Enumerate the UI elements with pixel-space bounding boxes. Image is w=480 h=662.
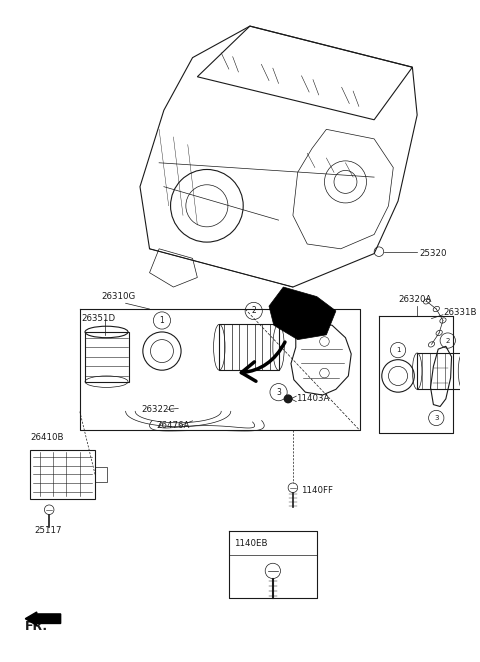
Text: 26322C: 26322C xyxy=(141,405,174,414)
Text: 3: 3 xyxy=(434,415,439,421)
Text: 26476A: 26476A xyxy=(156,421,190,430)
Text: 26320A: 26320A xyxy=(398,295,432,305)
Bar xyxy=(417,353,463,389)
Circle shape xyxy=(284,395,292,402)
Text: FR.: FR. xyxy=(25,620,48,633)
Bar xyxy=(219,324,278,370)
Text: 26310G: 26310G xyxy=(102,293,136,301)
Bar xyxy=(95,467,107,482)
Text: 1140FF: 1140FF xyxy=(300,486,333,495)
Bar xyxy=(85,332,129,382)
Bar xyxy=(30,449,95,499)
Text: 1140EB: 1140EB xyxy=(234,539,267,547)
FancyArrowPatch shape xyxy=(241,342,285,381)
Text: 26410B: 26410B xyxy=(30,433,63,442)
Polygon shape xyxy=(269,287,336,340)
FancyArrow shape xyxy=(25,612,60,626)
Text: 1: 1 xyxy=(396,347,400,353)
Text: 25117: 25117 xyxy=(35,526,62,535)
Text: 26351D: 26351D xyxy=(82,314,116,323)
Text: 26331B: 26331B xyxy=(443,308,477,317)
Text: 2: 2 xyxy=(252,307,256,315)
Text: 11403A: 11403A xyxy=(296,395,329,403)
Text: 2: 2 xyxy=(445,338,450,344)
Text: 25320: 25320 xyxy=(419,249,446,258)
Text: 3: 3 xyxy=(276,388,281,397)
Text: 1: 1 xyxy=(159,316,164,325)
